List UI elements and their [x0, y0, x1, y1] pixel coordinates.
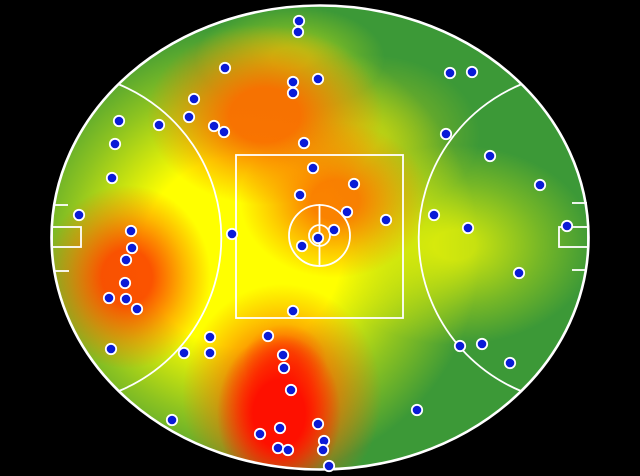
data-point-dot — [124, 224, 138, 238]
data-point-dot — [105, 171, 119, 185]
data-point-dot — [182, 110, 196, 124]
data-point-dot — [277, 361, 291, 375]
data-point-dot — [125, 241, 139, 255]
data-point-dot — [306, 161, 320, 175]
data-point-dot — [311, 72, 325, 86]
data-point-dot — [322, 459, 336, 473]
data-point-dot — [72, 208, 86, 222]
data-point-dot — [533, 178, 547, 192]
data-point-dot — [276, 348, 290, 362]
data-point-dot — [439, 127, 453, 141]
data-point-dot — [203, 330, 217, 344]
data-point-dot — [217, 125, 231, 139]
data-point-dot — [165, 413, 179, 427]
data-point-dot — [207, 119, 221, 133]
data-point-dot — [475, 337, 489, 351]
data-point-dot — [286, 75, 300, 89]
data-point-dot — [461, 221, 475, 235]
data-point-dot — [104, 342, 118, 356]
data-point-dot — [311, 231, 325, 245]
data-point-dot — [340, 205, 354, 219]
data-point-dot — [102, 291, 116, 305]
data-point-dot — [273, 421, 287, 435]
data-point-dot — [410, 403, 424, 417]
goal-square — [51, 226, 82, 248]
data-point-dot — [284, 383, 298, 397]
data-point-dot — [225, 227, 239, 241]
data-point-dot — [218, 61, 232, 75]
data-point-dot — [483, 149, 497, 163]
heat-blob — [240, 122, 430, 278]
data-point-dot — [295, 239, 309, 253]
data-point-dot — [261, 329, 275, 343]
data-point-dot — [292, 14, 306, 28]
goal-square — [558, 226, 589, 248]
data-point-dot — [427, 208, 441, 222]
data-point-dot — [177, 346, 191, 360]
data-point-dot — [297, 136, 311, 150]
data-point-dot — [503, 356, 517, 370]
data-point-dot — [560, 219, 574, 233]
data-point-dot — [118, 276, 132, 290]
data-point-dot — [316, 443, 330, 457]
data-point-dot — [152, 118, 166, 132]
data-point-dot — [327, 223, 341, 237]
data-point-dot — [281, 443, 295, 457]
data-point-dot — [271, 441, 285, 455]
data-point-dot — [293, 188, 307, 202]
data-point-dot — [119, 292, 133, 306]
data-point-dot — [187, 92, 201, 106]
data-point-dot — [512, 266, 526, 280]
fifty-metre-arc — [117, 83, 223, 392]
heat-blob — [51, 185, 211, 369]
data-points — [72, 14, 574, 473]
data-point-dot — [379, 213, 393, 227]
data-point-dot — [443, 66, 457, 80]
data-point-dot — [112, 114, 126, 128]
data-point-dot — [291, 25, 305, 39]
data-point-dot — [203, 346, 217, 360]
heat-blob — [217, 334, 341, 470]
data-point-dot — [286, 86, 300, 100]
data-point-dot — [119, 253, 133, 267]
fifty-metre-arc — [417, 83, 523, 392]
data-point-dot — [347, 177, 361, 191]
data-point-dot — [253, 427, 267, 441]
data-point-dot — [108, 137, 122, 151]
data-point-dot — [311, 417, 325, 431]
data-point-dot — [465, 65, 479, 79]
data-point-dot — [130, 302, 144, 316]
data-point-dot — [453, 339, 467, 353]
data-point-dot — [286, 304, 300, 318]
